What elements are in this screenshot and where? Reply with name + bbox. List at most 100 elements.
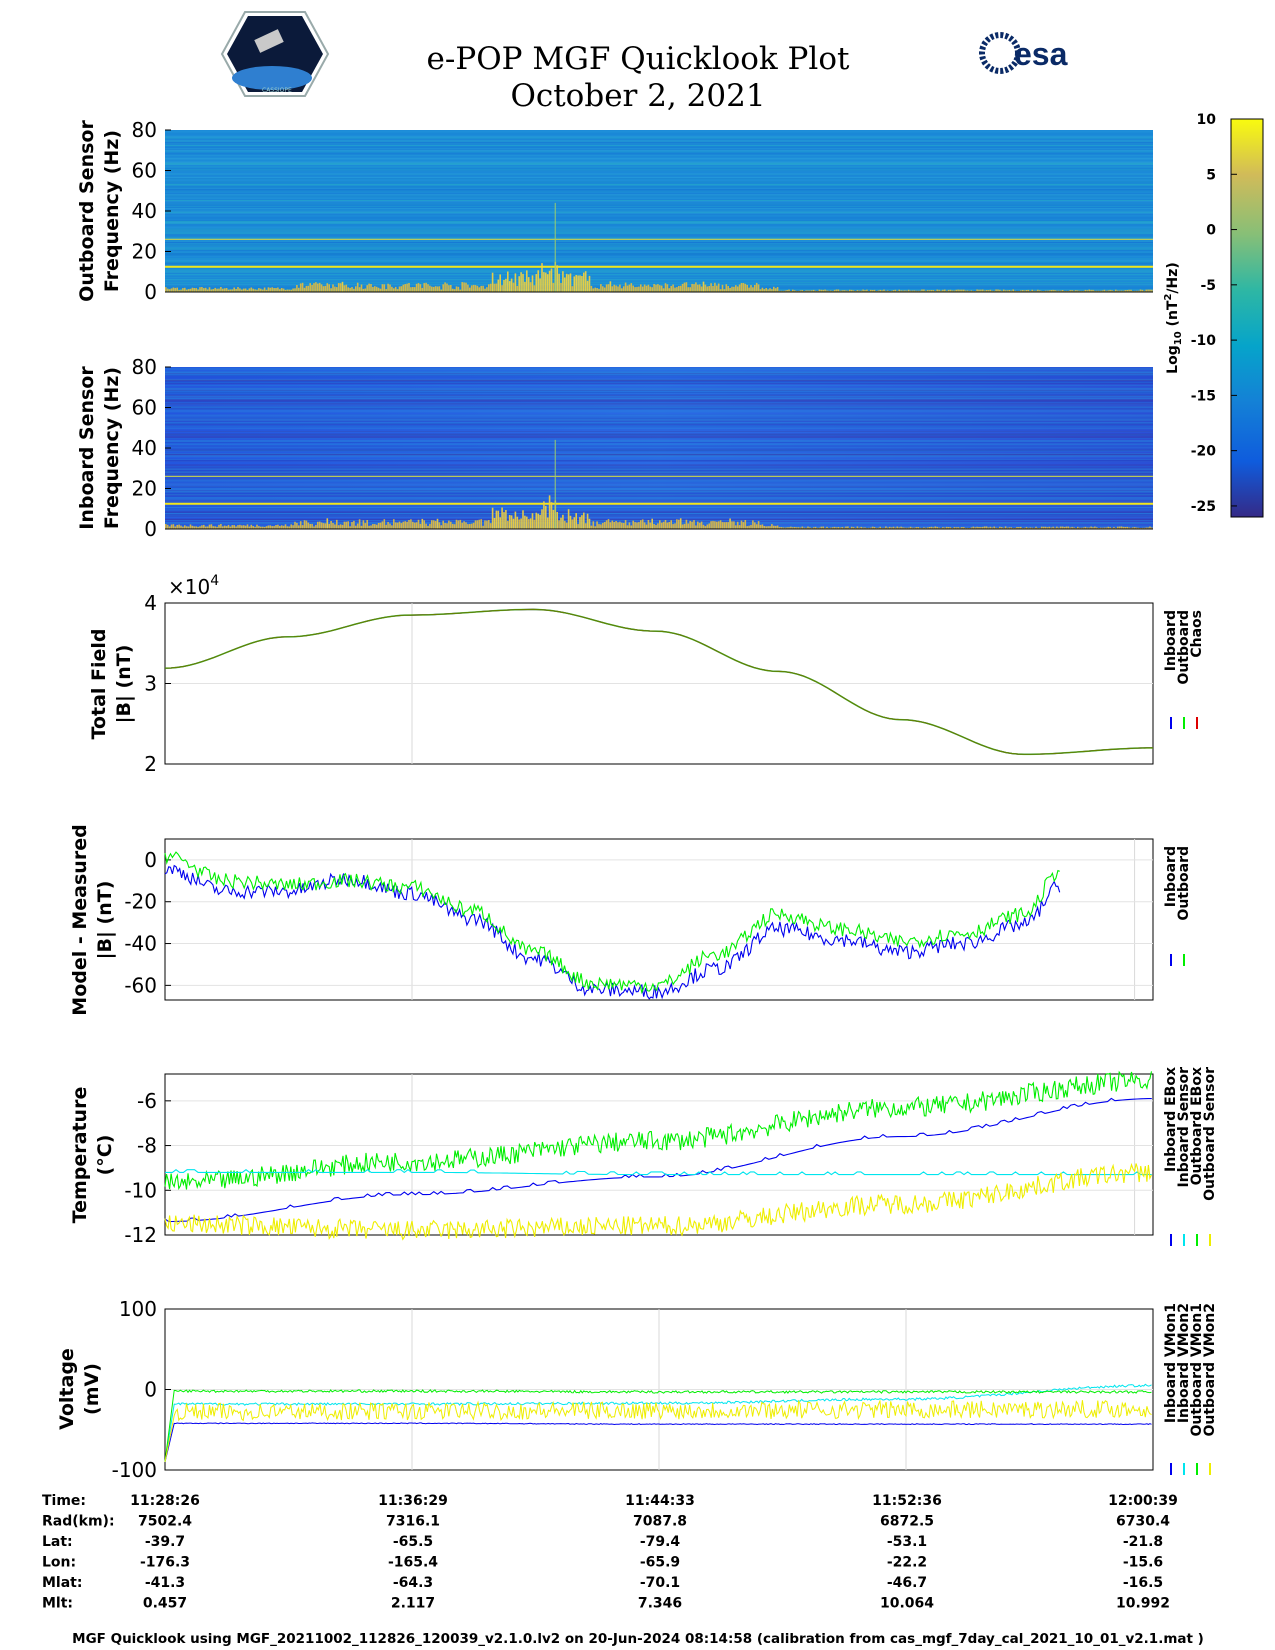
ephemeris-cell: 11:52:36 <box>872 1493 942 1509</box>
y-tick-label: 0 <box>144 1378 157 1402</box>
ephemeris-cell: -53.1 <box>887 1534 927 1550</box>
inboard-ylabel-2: Frequency (Hz) <box>101 367 123 529</box>
y-tick-label: -20 <box>124 890 157 914</box>
plot-title: e-POP MGF Quicklook Plot <box>427 41 850 77</box>
ephemeris-table: Time: Rad(km): Lat: Lon: Mlat: Mlt: 11:28:26 75… <box>42 1493 1178 1612</box>
y-tick-label: 2 <box>144 752 157 776</box>
esa-logo: esa <box>979 32 1068 74</box>
y-tick-label: 40 <box>132 199 157 223</box>
inboard-spectrogram <box>165 367 1153 530</box>
ephemeris-cell: 7.346 <box>638 1596 682 1612</box>
y-tick-label: 80 <box>132 355 157 379</box>
inboard-ylabel-1: Inboard Sensor <box>76 366 98 530</box>
ephemeris-cell: -39.7 <box>145 1534 185 1550</box>
total-field-ylabel-1: Total Field <box>88 628 110 739</box>
ephemeris-row-label: Mlt: <box>42 1596 73 1612</box>
outboard-ylabel-2: Frequency (Hz) <box>101 130 123 292</box>
temperature-ylabel-1: Temperature <box>69 1087 91 1224</box>
voltage-ylabel-1: Voltage <box>56 1348 78 1430</box>
legend-label: Outboard EBox <box>1189 1067 1205 1185</box>
ephemeris-cell: 11:44:33 <box>625 1493 695 1509</box>
y-tick-label: 40 <box>132 436 157 460</box>
colorbar-tick-label: -10 <box>1191 333 1217 349</box>
legend-label: Inboard VMon1 <box>1163 1303 1179 1423</box>
y-tick-label: 20 <box>132 240 157 264</box>
cassiope-logo: CASSIOPE <box>220 11 330 97</box>
y-tick-label: 80 <box>132 118 157 142</box>
y-tick-label: -40 <box>124 932 157 956</box>
y-tick-label: -12 <box>124 1223 157 1247</box>
ephemeris-cell: 7502.4 <box>138 1514 192 1530</box>
legend-label: Inboard EBox <box>1163 1067 1179 1172</box>
legend-label: Inboard Sensor <box>1176 1067 1192 1188</box>
y-tick-label: -10 <box>124 1178 157 1202</box>
y-tick-label: -6 <box>137 1089 157 1113</box>
voltage-series-inboard-vmon2 <box>164 1383 1152 1463</box>
model-measured-panel: -60 -40 -20 0 <box>124 838 1154 1001</box>
voltage-ylabel-2: (mV) <box>81 1363 103 1415</box>
y-tick-label: 100 <box>119 1297 157 1321</box>
legend-label: Outboard VMon2 <box>1202 1303 1218 1437</box>
colorbar-tick-label: -15 <box>1191 388 1216 404</box>
legend-label: Inboard <box>1163 846 1179 907</box>
voltage-series-outboard-vmon2 <box>164 1399 1152 1463</box>
legend-label: Outboard <box>1176 610 1192 685</box>
ephemeris-cell: -65.5 <box>393 1534 433 1550</box>
colorbar-tick-label: -5 <box>1200 278 1216 294</box>
colorbar-label: Log10 (nT2/Hz) <box>1163 262 1184 374</box>
ephemeris-cell: -165.4 <box>388 1555 438 1571</box>
plot-date: October 2, 2021 <box>510 78 765 114</box>
ephemeris-cell: 6730.4 <box>1116 1514 1170 1530</box>
inboard-spectrogram-y-axis: 0 20 40 60 80 <box>132 355 171 541</box>
esa-logo-text: esa <box>1014 36 1068 72</box>
temperature-series-inboard-ebox <box>164 1070 1153 1191</box>
y-tick-label: 60 <box>132 159 157 183</box>
model-measured-series-outboard <box>164 851 1060 995</box>
footer-note: MGF Quicklook using MGF_20211002_112826_… <box>72 1631 1204 1647</box>
colorbar-tick-label: 10 <box>1197 112 1217 128</box>
ephemeris-row-label: Time: <box>42 1493 86 1509</box>
temperature-series-outboard-sensor <box>164 1162 1152 1241</box>
ephemeris-row-label: Lon: <box>42 1555 76 1571</box>
ephemeris-cell: -79.4 <box>640 1534 681 1550</box>
ephemeris-row-label: Rad(km): <box>42 1514 115 1530</box>
model-measured-ylabel-1: Model - Measured <box>69 824 91 1015</box>
y-tick-label: -60 <box>124 973 157 997</box>
temperature-panel: -12 -10 -8 -6 <box>124 1070 1154 1247</box>
model-measured-series-inboard <box>164 864 1061 1000</box>
colorbar: 10 5 0 -5 -10 -15 -20 -25 Log10 (nT2/Hz) <box>1163 112 1264 518</box>
y-tick-label: -100 <box>112 1458 157 1482</box>
colorbar-tick-label: 0 <box>1206 223 1216 239</box>
total-field-panel: 2 3 4 <box>144 591 1154 776</box>
ephemeris-row-label: Mlat: <box>42 1575 82 1591</box>
y-tick-label: 0 <box>144 280 157 304</box>
legends: InboardOutboardChaosInboardOutboardInboa… <box>1163 610 1218 1475</box>
legend-label: Outboard <box>1176 846 1192 921</box>
y-tick-label: 20 <box>132 477 157 501</box>
ephemeris-row-label: Lat: <box>42 1534 73 1550</box>
ephemeris-cell: -41.3 <box>145 1575 185 1591</box>
outboard-ylabel-1: Outboard Sensor <box>76 120 98 302</box>
y-tick-label: -8 <box>137 1134 157 1158</box>
legend-label: Inboard VMon2 <box>1176 1303 1192 1423</box>
total-field-exponent: ×104 <box>168 573 219 599</box>
model-measured-ylabel-2: |B| (nT) <box>94 881 116 960</box>
colorbar-tick-label: 5 <box>1206 167 1216 183</box>
ephemeris-cell: -46.7 <box>887 1575 927 1591</box>
ephemeris-cell: 2.117 <box>391 1596 435 1612</box>
ephemeris-cell: -22.2 <box>887 1555 927 1571</box>
temperature-series-outboard-ebox <box>165 1169 1152 1176</box>
voltage-series-inboard-vmon1 <box>164 1422 1152 1463</box>
ephemeris-cell: 10.064 <box>880 1596 934 1612</box>
ephemeris-cell: 7087.8 <box>633 1514 687 1530</box>
ephemeris-cell: 10.992 <box>1116 1596 1170 1612</box>
cassiope-logo-text: CASSIOPE <box>262 87 292 94</box>
colorbar-tick-label: -20 <box>1191 444 1217 460</box>
voltage-panel: -100 0 100 <box>112 1297 1154 1482</box>
ephemeris-cell: -70.1 <box>640 1575 680 1591</box>
outboard-spectrogram <box>165 130 1153 293</box>
y-tick-label: 3 <box>144 672 157 696</box>
legend-label: Inboard <box>1163 610 1179 671</box>
legend-label: Outboard Sensor <box>1202 1067 1218 1201</box>
